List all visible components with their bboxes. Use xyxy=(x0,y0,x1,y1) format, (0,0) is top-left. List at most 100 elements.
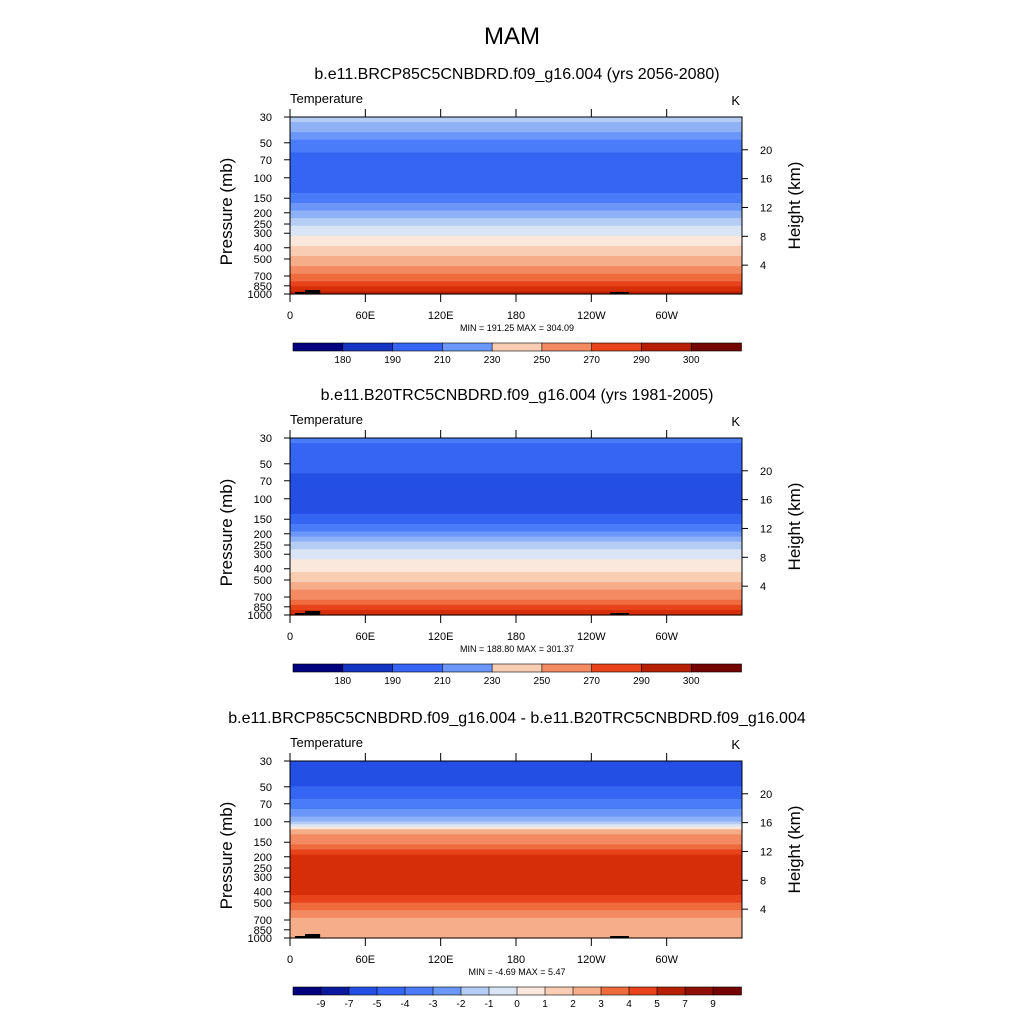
contour-band xyxy=(290,162,742,166)
variable-label: Temperature xyxy=(290,412,363,427)
x-tick-label: 120W xyxy=(577,631,606,643)
terrain-mask xyxy=(295,613,311,615)
contour-band xyxy=(290,180,742,184)
x-tick-label: 120E xyxy=(428,310,454,322)
contour-band xyxy=(290,202,742,207)
y-tick-label: 500 xyxy=(254,575,272,587)
colorbar-box xyxy=(690,342,742,352)
colorbar-box xyxy=(541,663,593,673)
terrain-mask xyxy=(305,290,321,294)
contour-band xyxy=(290,450,742,454)
y-right-axis-title: Height (km) xyxy=(785,162,804,250)
colorbar-box xyxy=(591,342,643,352)
y-axis-title: Pressure (mb) xyxy=(217,158,236,266)
colorbar-label: 1 xyxy=(542,999,548,1010)
contour-band xyxy=(290,233,742,237)
y-tick-label: 250 xyxy=(254,219,272,231)
y-tick-label: 50 xyxy=(260,782,272,794)
contour-band xyxy=(290,132,742,136)
panel-title: b.e11.B20TRC5CNBDRD.f09_g16.004 (yrs 198… xyxy=(321,387,714,404)
colorbar-box xyxy=(600,986,630,996)
contour-band xyxy=(290,925,742,929)
y-tick-label: 1000 xyxy=(248,933,272,945)
y-tick-label: 850 xyxy=(254,602,272,614)
y-right-tick-label: 8 xyxy=(760,231,766,243)
contour-band xyxy=(290,816,742,820)
contour-band xyxy=(290,539,742,543)
contour-band xyxy=(290,455,742,459)
contour-band xyxy=(290,281,742,285)
contour-band xyxy=(290,498,742,502)
contour-band xyxy=(290,935,742,939)
colorbar-label: 210 xyxy=(434,676,451,687)
x-tick-label: 0 xyxy=(287,631,293,643)
contour-band xyxy=(290,882,742,886)
contour-band xyxy=(290,572,742,576)
contour-band xyxy=(290,551,742,555)
units-label: K xyxy=(731,737,740,752)
contour-band xyxy=(290,849,742,853)
y-tick-label: 700 xyxy=(254,592,272,604)
colorbar-label: 210 xyxy=(434,355,451,366)
colorbar-label: 3 xyxy=(598,999,604,1010)
contour-band xyxy=(290,124,742,128)
colorbar-box xyxy=(628,986,658,996)
y-tick-label: 70 xyxy=(260,155,272,167)
x-tick-label: 60W xyxy=(655,631,678,643)
y-tick-label: 700 xyxy=(254,915,272,927)
contour-band xyxy=(290,238,742,242)
contour-band xyxy=(290,602,742,606)
contour-band xyxy=(290,465,742,469)
contour-band xyxy=(290,766,742,770)
colorbar-label: 230 xyxy=(484,355,501,366)
colorbar-box xyxy=(541,342,593,352)
colorbar-box xyxy=(348,986,378,996)
y-tick-label: 500 xyxy=(254,254,272,266)
x-tick-label: 0 xyxy=(287,954,293,966)
contour-band xyxy=(290,803,742,808)
terrain-mask xyxy=(305,611,321,615)
contour-band xyxy=(290,544,742,548)
contour-band xyxy=(290,157,742,161)
y-right-tick-label: 8 xyxy=(760,552,766,564)
y-tick-label: 70 xyxy=(260,476,272,488)
y-tick-label: 500 xyxy=(254,898,272,910)
x-tick-label: 60W xyxy=(655,954,678,966)
y-axis-title: Pressure (mb) xyxy=(217,479,236,587)
contour-band xyxy=(290,144,742,148)
panel-difference: b.e11.BRCP85C5CNBDRD.f09_g16.004 - b.e11… xyxy=(217,710,806,1010)
colorbar-label: -1 xyxy=(485,999,494,1010)
colorbar-box xyxy=(392,342,444,352)
y-tick-label: 850 xyxy=(254,925,272,937)
contour-band xyxy=(290,839,742,843)
colorbar-box xyxy=(572,986,602,996)
contour-band xyxy=(290,564,742,568)
contour-band xyxy=(290,869,742,873)
colorbar-box xyxy=(712,986,742,996)
contour-band xyxy=(290,892,742,896)
colorbar-label: 190 xyxy=(384,355,401,366)
colorbar-box xyxy=(491,342,543,352)
contour-band xyxy=(290,534,742,538)
contour-band xyxy=(290,536,742,540)
y-right-tick-label: 20 xyxy=(760,466,772,478)
contour-band xyxy=(290,159,742,164)
contour-band xyxy=(290,440,742,444)
contour-band xyxy=(290,872,742,876)
contour-band xyxy=(290,117,742,121)
colorbar-box xyxy=(684,986,714,996)
x-tick-label: 120W xyxy=(577,954,606,966)
colorbar-label: 290 xyxy=(633,676,650,687)
contour-band xyxy=(290,503,742,507)
contour-band xyxy=(290,900,742,904)
colorbar-label: 230 xyxy=(484,676,501,687)
colorbar-box xyxy=(460,986,490,996)
y-tick-label: 300 xyxy=(254,872,272,884)
contour-band xyxy=(290,806,742,810)
contour-band xyxy=(290,258,742,262)
y-tick-label: 1000 xyxy=(248,289,272,301)
colorbar-box xyxy=(516,986,546,996)
contour-band xyxy=(290,291,742,295)
y-tick-label: 30 xyxy=(260,112,272,124)
